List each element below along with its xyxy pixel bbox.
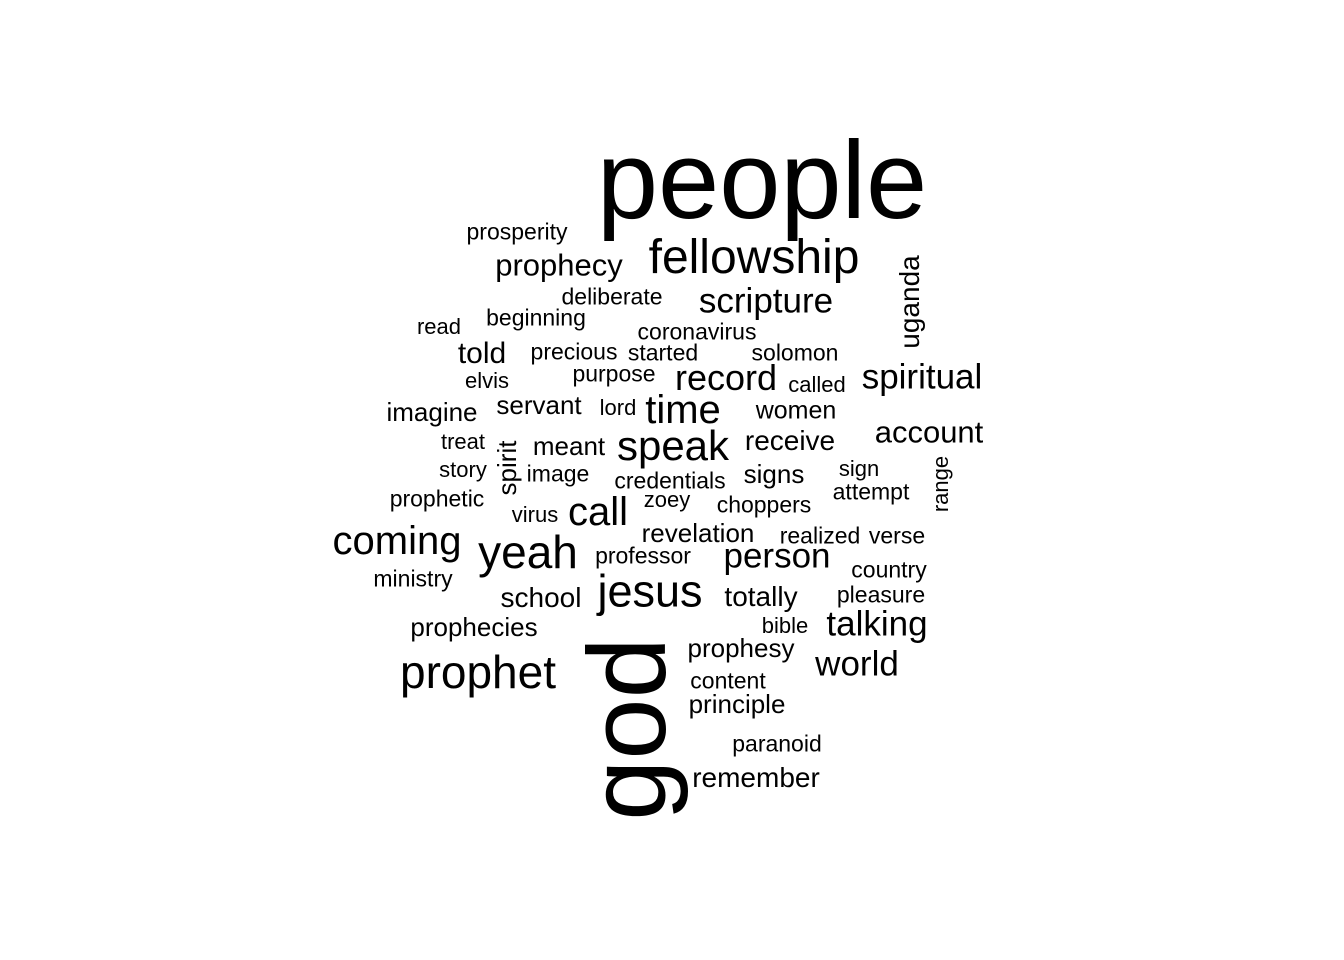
word-prophetic: prophetic [389,485,485,512]
word-time: time [645,388,721,432]
word-precious: precious [530,338,618,365]
word-yeah: yeah [478,526,578,578]
word-beginning: beginning [486,304,586,331]
word-virus: virus [511,502,559,527]
word-god: god [566,637,689,821]
word-people: people [596,119,928,242]
word-meant: meant [532,431,606,461]
word-called: called [788,372,846,397]
word-ministry: ministry [373,565,453,592]
word-account: account [874,414,984,450]
word-country: country [851,556,927,583]
word-range: range [928,455,953,513]
word-choppers: choppers [716,491,812,518]
word-receive: receive [744,425,836,456]
word-sign: sign [838,456,880,481]
word-solomon: solomon [751,339,839,366]
word-image: image [526,460,590,487]
word-zoey: zoey [643,487,691,512]
word-lord: lord [599,395,637,420]
word-professor: professor [595,542,691,569]
word-prophesy: prophesy [687,633,795,663]
word-prophecy: prophecy [495,247,623,283]
word-revelation: revelation [641,518,755,548]
word-content: content [690,667,766,694]
word-prophet: prophet [399,646,557,698]
word-totally: totally [724,581,798,612]
word-coming: coming [332,519,462,563]
word-principle: principle [688,689,786,719]
word-fellowship: fellowship [648,231,860,284]
word-verse: verse [868,522,926,549]
word-coronavirus: coronavirus [637,318,757,345]
word-realized: realized [779,522,861,549]
word-spirit: spirit [492,440,522,496]
word-scripture: scripture [698,281,834,321]
word-prophecies: prophecies [410,612,538,642]
word-call: call [567,490,629,534]
word-credentials: credentials [614,467,726,494]
word-attempt: attempt [832,478,910,505]
word-spiritual: spiritual [861,357,983,397]
word-pleasure: pleasure [836,581,926,608]
word-told: told [457,337,507,370]
word-elvis: elvis [464,368,510,393]
word-purpose: purpose [572,360,656,387]
word-imagine: imagine [386,397,478,427]
word-started: started [627,339,699,366]
word-treat: treat [440,429,486,454]
word-servant: servant [496,390,582,420]
word-women: women [755,396,837,425]
word-school: school [500,582,582,613]
word-bible: bible [761,613,809,638]
word-read: read [416,314,462,339]
word-prosperity: prosperity [466,218,568,245]
word-signs: signs [743,459,805,489]
word-jesus: jesus [597,565,703,617]
word-record: record [674,357,778,398]
word-person: person [723,536,831,576]
word-story: story [439,457,487,482]
word-remember: remember [692,762,820,793]
word-uganda: uganda [894,255,925,349]
word-paranoid: paranoid [732,730,822,757]
word-talking: talking [826,604,928,644]
word-deliberate: deliberate [561,283,663,310]
word-world: world [815,644,899,684]
word-speak: speak [616,422,730,469]
